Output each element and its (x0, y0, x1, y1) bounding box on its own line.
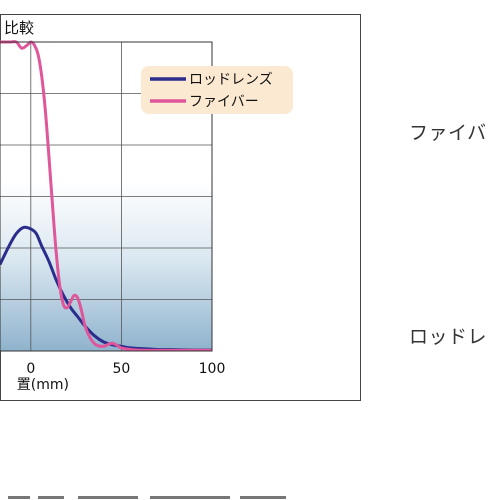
legend-label-fiber: ファイバー (189, 94, 259, 110)
side-label-rod-lens: ロッドレ (409, 326, 488, 348)
x-tick-labels: 0 50 100 (26, 361, 225, 377)
x-tick-label: 50 (112, 361, 130, 377)
plot-border (0, 41, 213, 352)
x-tick-label: 100 (199, 361, 226, 377)
legend-label-rod-lens: ロッドレンズ (189, 72, 273, 88)
series-line-fiber (0, 40, 212, 351)
x-axis-label: 置(mm) (17, 377, 69, 393)
chart-panel: 比較 0 50 100 置(mm) ロッドレンズ ファイバー (0, 14, 361, 401)
side-label-fiber: ファイバ (409, 122, 487, 144)
line-chart: 比較 0 50 100 置(mm) ロッドレンズ ファイバー (0, 14, 361, 401)
x-tick-label: 0 (26, 361, 35, 377)
grid (0, 42, 212, 351)
chart-title: 比較 (4, 19, 34, 37)
legend: ロッドレンズ ファイバー (141, 66, 293, 114)
cropped-bottom-text (0, 490, 500, 500)
series-layer (0, 40, 212, 351)
